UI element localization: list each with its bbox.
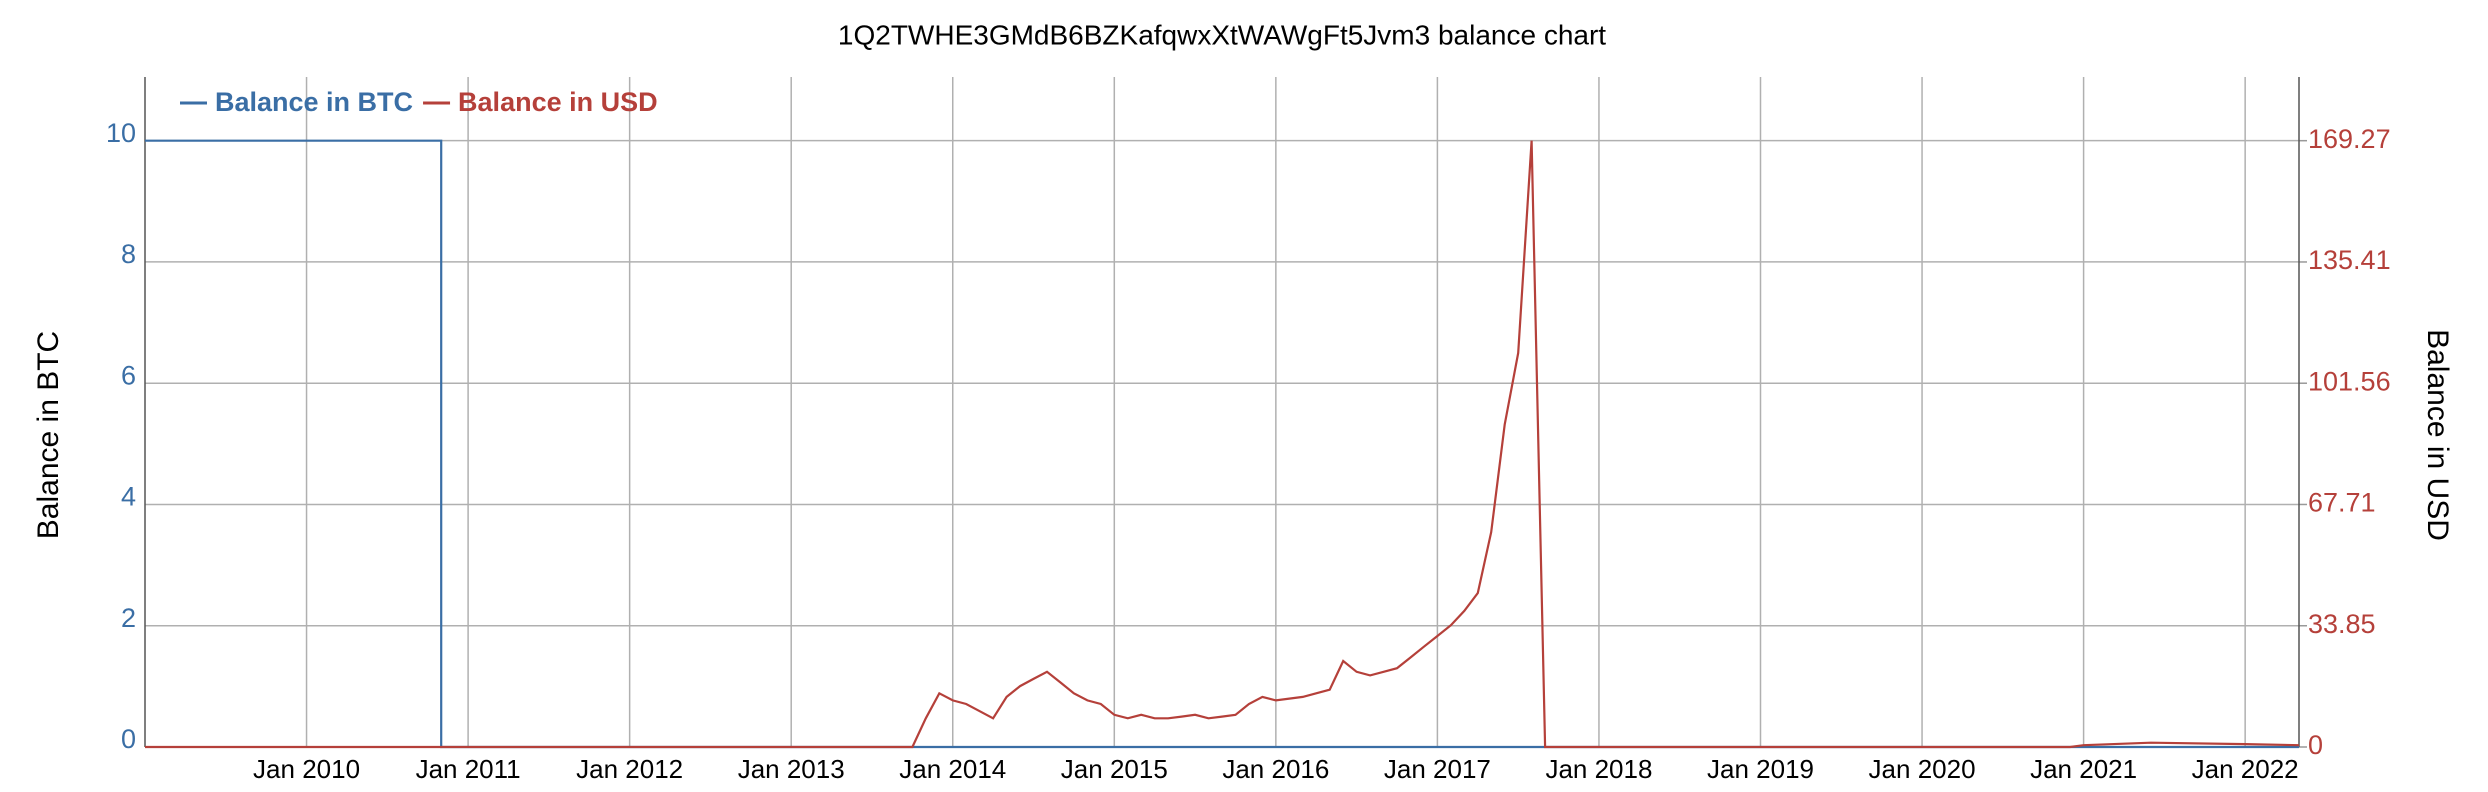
- y2-tick-label: 135.41: [2308, 245, 2391, 275]
- y2-tick-label: 33.85: [2308, 609, 2376, 639]
- y2-axis-title: Balance in USD: [2421, 329, 2454, 541]
- x-tick-label: Jan 2020: [1869, 754, 1976, 784]
- y2-tick-label: 0: [2308, 730, 2323, 760]
- x-tick-label: Jan 2014: [899, 754, 1006, 784]
- x-tick-label: Jan 2010: [253, 754, 360, 784]
- x-tick-label: Jan 2021: [2030, 754, 2137, 784]
- series-line: [145, 140, 2300, 749]
- x-tick-label: Jan 2015: [1061, 754, 1168, 784]
- x-tick-label: Jan 2019: [1707, 754, 1814, 784]
- y2-tick-label: 67.71: [2308, 488, 2376, 518]
- y-tick-label: 2: [121, 603, 136, 633]
- x-tick-label: Jan 2013: [738, 754, 845, 784]
- y2-tick-label: 169.27: [2308, 124, 2391, 154]
- x-tick-label: Jan 2012: [576, 754, 683, 784]
- x-tick-label: Jan 2017: [1384, 754, 1491, 784]
- y-tick-label: 4: [121, 482, 136, 512]
- x-tick-label: Jan 2018: [1545, 754, 1652, 784]
- legend-label: Balance in USD: [458, 87, 658, 117]
- y-tick-label: 8: [121, 239, 136, 269]
- y-tick-label: 10: [106, 118, 136, 148]
- y2-tick-label: 101.56: [2308, 366, 2391, 396]
- y-tick-label: 0: [121, 724, 136, 754]
- y-axis-title: Balance in BTC: [32, 331, 65, 539]
- chart-title: 1Q2TWHE3GMdB6BZKafqwxXtWAWgFt5Jvm3 balan…: [838, 19, 1606, 50]
- legend-label: Balance in BTC: [215, 87, 413, 117]
- series-line: [145, 139, 2299, 749]
- x-tick-label: Jan 2011: [416, 754, 521, 784]
- x-tick-label: Jan 2016: [1222, 754, 1329, 784]
- y-tick-label: 6: [121, 360, 136, 390]
- x-tick-label: Jan 2022: [2192, 754, 2299, 784]
